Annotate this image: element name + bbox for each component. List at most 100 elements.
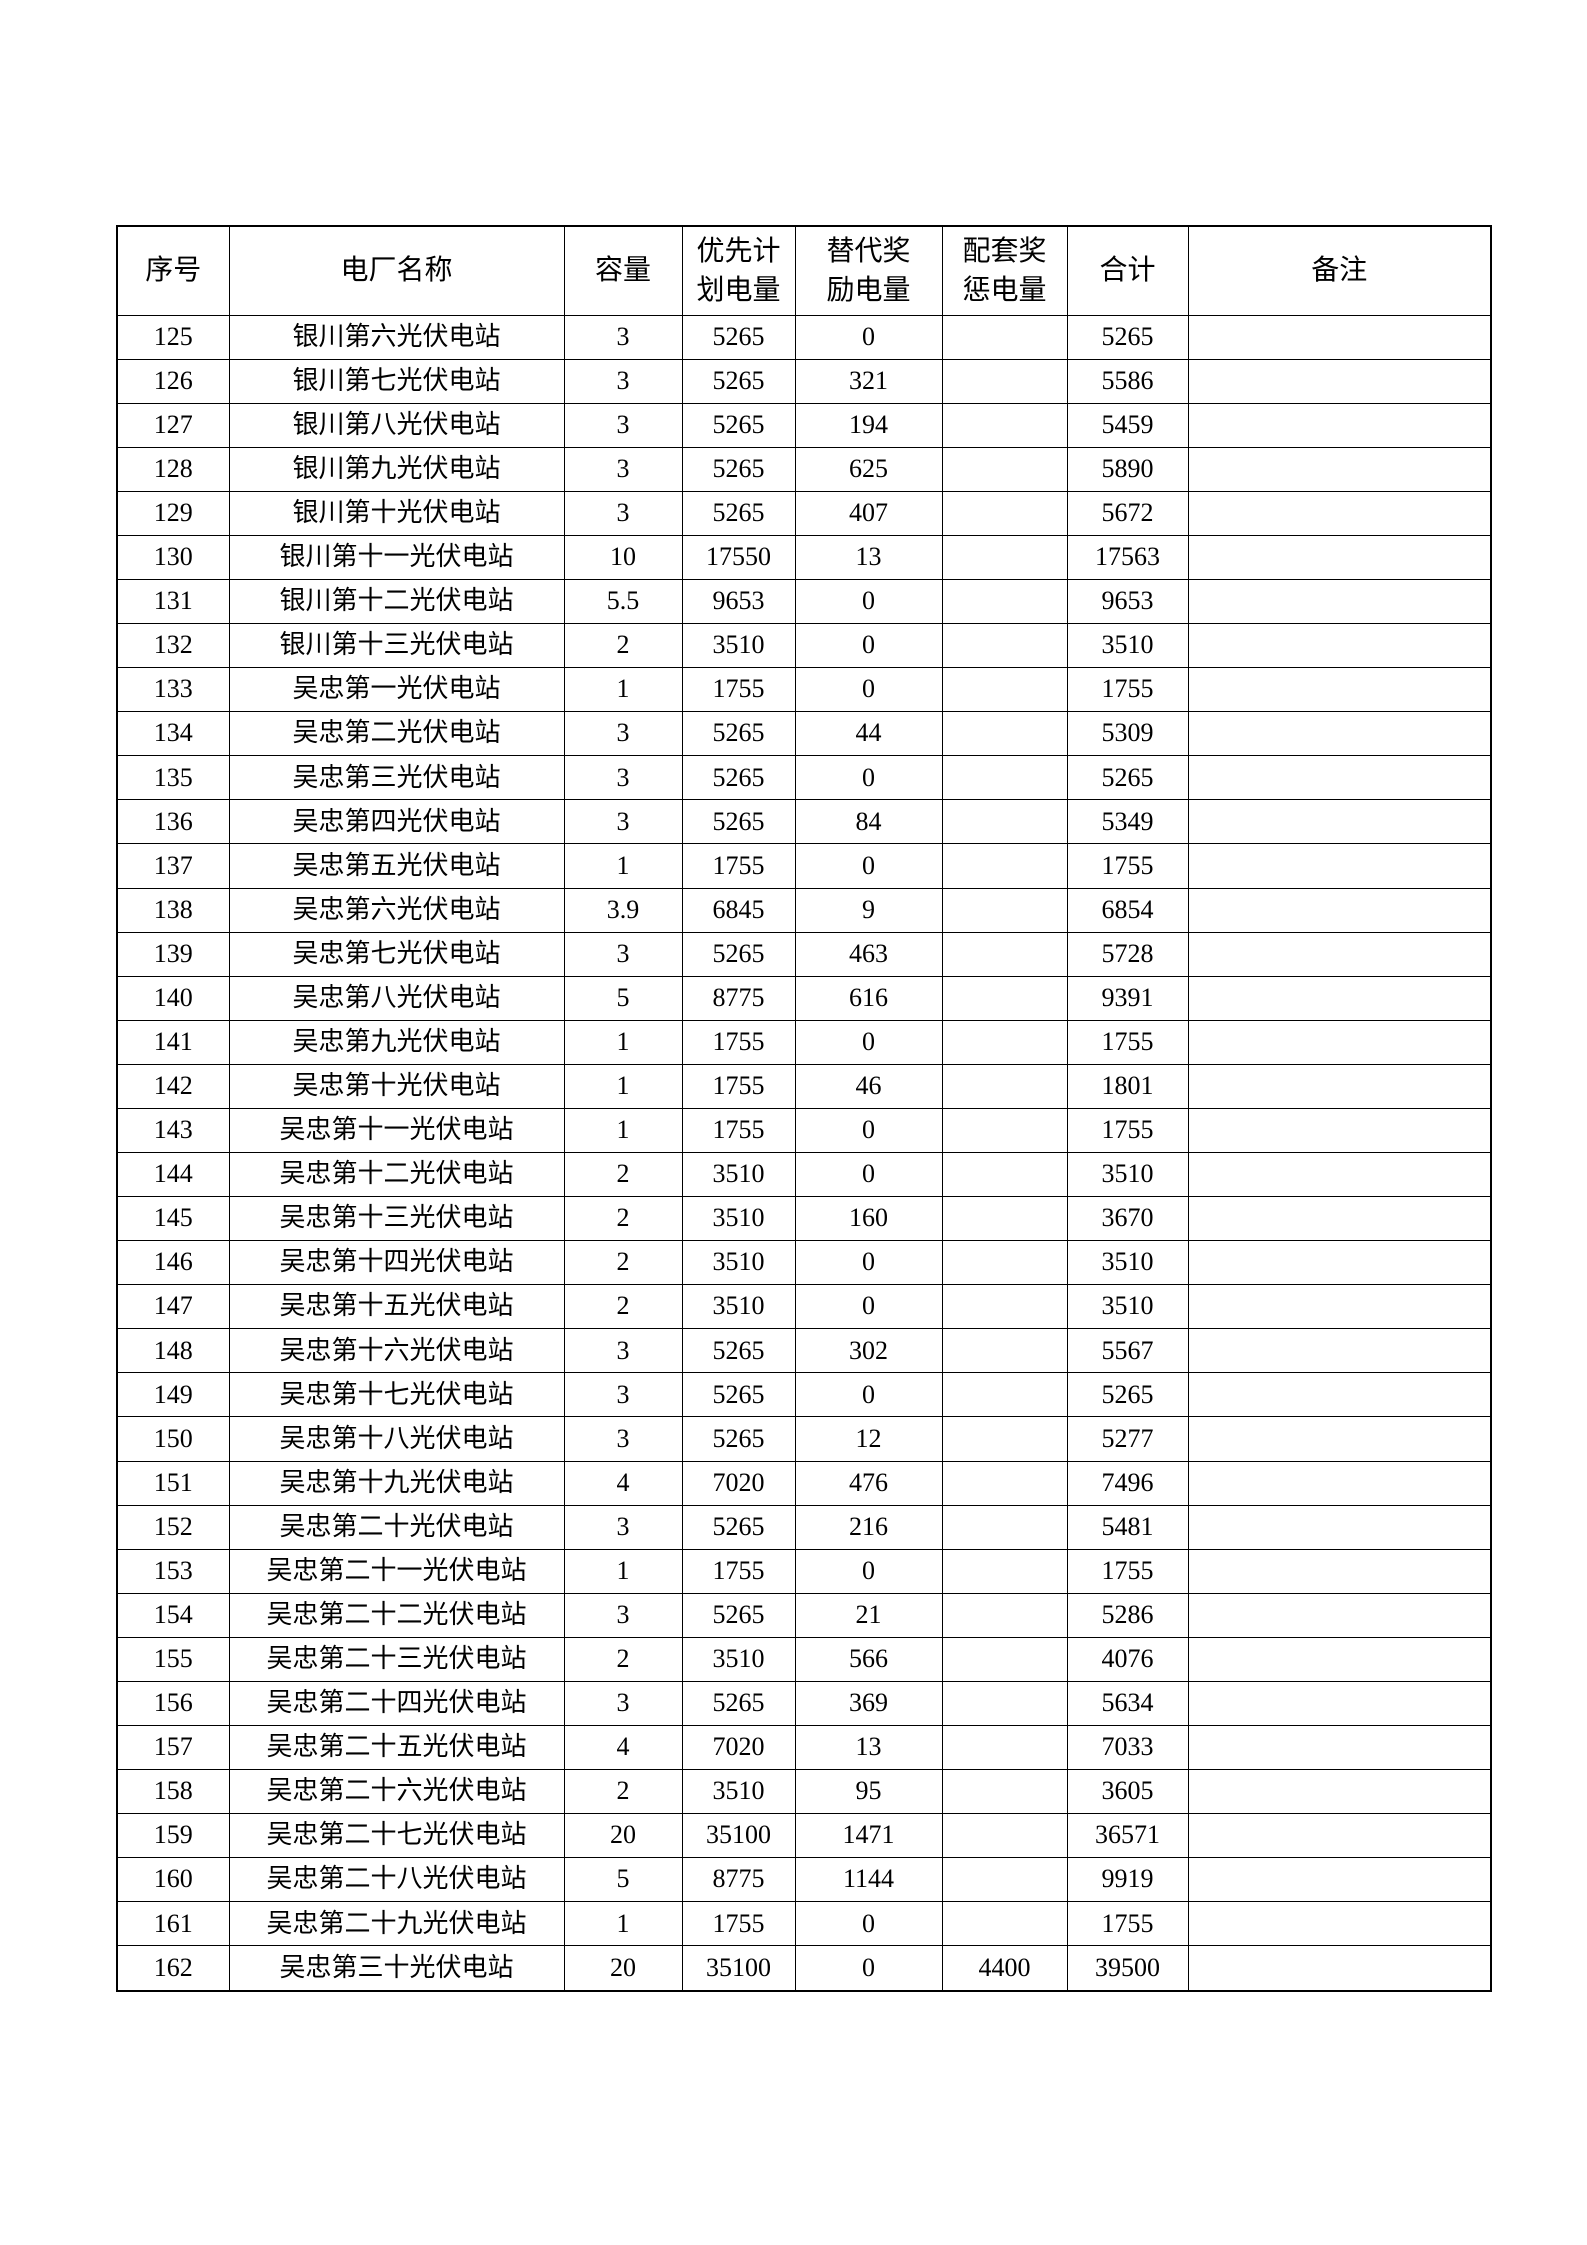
cell-supporting-reward-punishment-energy	[941, 358, 1068, 404]
cell-priority-plan-energy: 3510	[681, 1636, 796, 1682]
cell-remarks	[1187, 1240, 1492, 1286]
cell-index: 145	[116, 1196, 230, 1242]
cell-priority-plan-energy: 9653	[681, 578, 796, 625]
cell-remarks	[1187, 1813, 1492, 1859]
cell-replacement-reward-energy: 616	[794, 975, 943, 1021]
cell-replacement-reward-energy: 302	[794, 1328, 943, 1374]
table-row: 162 吴忠第三十光伏电站 20 35100 0 4400 39500	[116, 1945, 1492, 1992]
cell-index: 151	[116, 1460, 230, 1506]
cell-index: 158	[116, 1769, 230, 1815]
cell-total: 1801	[1066, 1063, 1189, 1109]
cell-index: 130	[116, 534, 230, 580]
cell-plant-name: 吴忠第十八光伏电站	[228, 1416, 565, 1462]
cell-replacement-reward-energy: 95	[794, 1769, 943, 1815]
table-row: 125 银川第六光伏电站 3 5265 0 5265	[116, 314, 1492, 360]
cell-total: 1755	[1066, 1901, 1189, 1947]
cell-plant-name: 吴忠第二十二光伏电站	[228, 1592, 565, 1638]
table-row: 138 吴忠第六光伏电站 3.9 6845 9 6854	[116, 887, 1492, 933]
cell-total: 5265	[1066, 755, 1189, 801]
cell-capacity: 3	[563, 1680, 683, 1727]
cell-capacity: 3	[563, 490, 683, 536]
cell-plant-name: 吴忠第十光伏电站	[228, 1063, 565, 1109]
cell-supporting-reward-punishment-energy	[941, 667, 1068, 713]
cell-index: 148	[116, 1328, 230, 1374]
cell-supporting-reward-punishment-energy	[941, 1196, 1068, 1242]
cell-total: 5265	[1066, 1372, 1189, 1418]
cell-total: 3510	[1066, 1151, 1189, 1198]
cell-priority-plan-energy: 5265	[681, 358, 796, 404]
cell-plant-name: 吴忠第二十五光伏电站	[228, 1724, 565, 1771]
cell-capacity: 3	[563, 1504, 683, 1550]
cell-supporting-reward-punishment-energy	[941, 1019, 1068, 1065]
cell-supporting-reward-punishment-energy	[941, 843, 1068, 889]
cell-priority-plan-energy: 35100	[681, 1813, 796, 1859]
cell-capacity: 3	[563, 1592, 683, 1638]
cell-total: 5265	[1066, 314, 1189, 360]
cell-capacity: 4	[563, 1460, 683, 1506]
cell-remarks	[1187, 1372, 1492, 1418]
cell-index: 154	[116, 1592, 230, 1638]
table-row: 148 吴忠第十六光伏电站 3 5265 302 5567	[116, 1328, 1492, 1374]
cell-total: 1755	[1066, 1019, 1189, 1065]
cell-remarks	[1187, 1019, 1492, 1065]
cell-total: 9653	[1066, 578, 1189, 625]
table-row: 129 银川第十光伏电站 3 5265 407 5672	[116, 490, 1492, 536]
cell-priority-plan-energy: 5265	[681, 446, 796, 492]
cell-supporting-reward-punishment-energy	[941, 1284, 1068, 1330]
table-row: 141 吴忠第九光伏电站 1 1755 0 1755	[116, 1019, 1492, 1065]
cell-plant-name: 吴忠第二十九光伏电站	[228, 1901, 565, 1947]
cell-supporting-reward-punishment-energy	[941, 490, 1068, 536]
cell-priority-plan-energy: 1755	[681, 1548, 796, 1594]
table-row: 160 吴忠第二十八光伏电站 5 8775 1144 9919	[116, 1857, 1492, 1903]
cell-replacement-reward-energy: 0	[794, 1107, 943, 1153]
cell-replacement-reward-energy: 160	[794, 1196, 943, 1242]
cell-replacement-reward-energy: 13	[794, 534, 943, 580]
cell-remarks	[1187, 1504, 1492, 1550]
table-row: 127 银川第八光伏电站 3 5265 194 5459	[116, 402, 1492, 448]
cell-replacement-reward-energy: 13	[794, 1724, 943, 1771]
table-row: 132 银川第十三光伏电站 2 3510 0 3510	[116, 623, 1492, 669]
cell-plant-name: 吴忠第三光伏电站	[228, 755, 565, 801]
cell-total: 5277	[1066, 1416, 1189, 1462]
cell-plant-name: 银川第九光伏电站	[228, 446, 565, 492]
cell-capacity: 1	[563, 1548, 683, 1594]
cell-capacity: 1	[563, 1063, 683, 1109]
cell-index: 136	[116, 799, 230, 845]
cell-remarks	[1187, 887, 1492, 933]
cell-replacement-reward-energy: 46	[794, 1063, 943, 1109]
cell-capacity: 4	[563, 1724, 683, 1771]
cell-total: 36571	[1066, 1813, 1189, 1859]
cell-remarks	[1187, 1592, 1492, 1638]
cell-supporting-reward-punishment-energy	[941, 1107, 1068, 1153]
cell-total: 5286	[1066, 1592, 1189, 1638]
cell-index: 144	[116, 1151, 230, 1198]
cell-index: 157	[116, 1724, 230, 1771]
cell-index: 159	[116, 1813, 230, 1859]
cell-priority-plan-energy: 3510	[681, 1196, 796, 1242]
cell-priority-plan-energy: 1755	[681, 1901, 796, 1947]
cell-plant-name: 吴忠第六光伏电站	[228, 887, 565, 933]
cell-priority-plan-energy: 5265	[681, 711, 796, 757]
cell-total: 7496	[1066, 1460, 1189, 1506]
table-row: 131 银川第十二光伏电站 5.5 9653 0 9653	[116, 578, 1492, 625]
cell-supporting-reward-punishment-energy	[941, 799, 1068, 845]
cell-priority-plan-energy: 1755	[681, 1107, 796, 1153]
cell-remarks	[1187, 1769, 1492, 1815]
cell-replacement-reward-energy: 0	[794, 755, 943, 801]
cell-capacity: 1	[563, 843, 683, 889]
cell-index: 139	[116, 931, 230, 977]
cell-remarks	[1187, 711, 1492, 757]
cell-total: 7033	[1066, 1724, 1189, 1771]
cell-priority-plan-energy: 5265	[681, 314, 796, 360]
cell-total: 1755	[1066, 667, 1189, 713]
cell-priority-plan-energy: 3510	[681, 623, 796, 669]
cell-remarks	[1187, 1680, 1492, 1727]
cell-remarks	[1187, 1636, 1492, 1682]
cell-capacity: 2	[563, 1151, 683, 1198]
cell-supporting-reward-punishment-energy	[941, 623, 1068, 669]
cell-capacity: 20	[563, 1813, 683, 1859]
cell-capacity: 3	[563, 799, 683, 845]
cell-replacement-reward-energy: 0	[794, 1945, 943, 1992]
cell-supporting-reward-punishment-energy	[941, 1901, 1068, 1947]
cell-remarks	[1187, 578, 1492, 625]
